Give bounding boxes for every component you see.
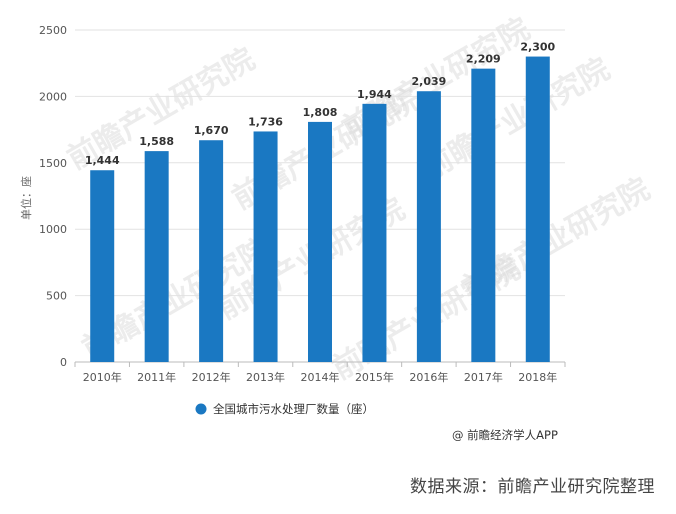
legend[interactable]: 全国城市污水处理厂数量（座）	[195, 402, 375, 416]
bar[interactable]	[471, 68, 496, 362]
y-tick-label: 2000	[39, 90, 67, 103]
legend-label: 全国城市污水处理厂数量（座）	[213, 402, 374, 416]
bar[interactable]	[308, 121, 332, 362]
x-tick-label: 2018年	[518, 370, 557, 384]
bar[interactable]	[416, 91, 441, 363]
x-tick-label: 2010年	[83, 370, 122, 384]
y-tick-label: 1000	[39, 223, 67, 236]
bar[interactable]	[144, 151, 169, 362]
y-tick-label: 1500	[39, 157, 67, 170]
data-label: 1,444	[85, 154, 120, 167]
data-label: 2,209	[466, 53, 501, 66]
x-tick-label: 2017年	[464, 370, 503, 384]
data-label: 2,300	[520, 41, 555, 54]
data-label: 1,944	[357, 88, 392, 101]
y-tick-labels: 0 500 1000 1500 2000 2500	[39, 24, 67, 369]
data-label: 2,039	[411, 75, 446, 88]
x-tick-labels: 2010年 2011年 2012年 2013年 2014年 2015年 2016年 2017年…	[74, 362, 566, 384]
y-tick-label: 2500	[39, 24, 67, 37]
data-label: 1,588	[139, 135, 174, 148]
x-tick-label: 2015年	[355, 370, 394, 384]
data-label: 1,670	[194, 124, 229, 137]
credit-text: @ 前瞻经济学人APP	[452, 428, 558, 442]
data-label: 1,736	[248, 115, 283, 128]
y-tick-label: 0	[60, 356, 67, 369]
bar[interactable]	[90, 170, 115, 362]
bar[interactable]	[525, 56, 550, 363]
legend-marker	[195, 403, 207, 415]
bar[interactable]	[253, 131, 278, 362]
y-axis-label: 单位：座	[19, 176, 33, 220]
x-tick-label: 2016年	[409, 370, 448, 384]
source-text: 数据来源：前瞻产业研究院整理	[410, 477, 655, 497]
bars	[90, 56, 550, 363]
x-tick-label: 2014年	[301, 370, 340, 384]
x-tick-label: 2011年	[137, 370, 176, 384]
bar[interactable]	[199, 140, 224, 362]
x-tick-label: 2012年	[192, 370, 231, 384]
data-label: 1,808	[303, 106, 338, 119]
y-tick-label: 500	[46, 290, 67, 303]
data-labels: 1,444 1,588 1,670 1,736 1,808 1,944 2,039 2,209…	[85, 41, 556, 168]
bar[interactable]	[362, 103, 387, 363]
x-tick-label: 2013年	[246, 370, 285, 384]
